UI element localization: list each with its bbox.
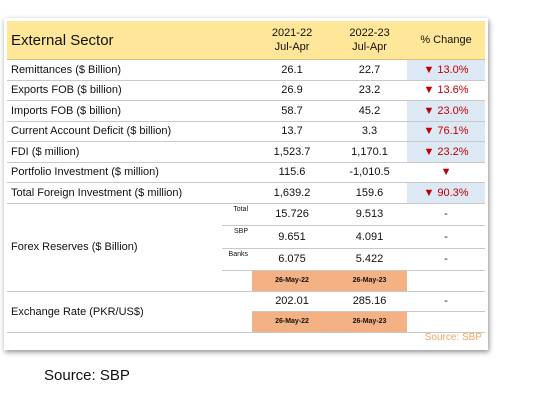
header-change: % Change	[407, 21, 486, 60]
change: ▼ 76.1%	[407, 121, 486, 142]
header-period: 2021-22 Jul-Apr	[252, 21, 333, 60]
spacer	[407, 311, 486, 333]
data-row: Portfolio Investment ($ million) 115.6 -1,…	[7, 162, 486, 183]
data-row: Imports FOB ($ billion) 58.7 45.2 ▼ 23.0%	[7, 100, 486, 122]
value-2021-22: 1,639.2	[252, 182, 333, 204]
exchange-row: Exchange Rate (PKR/US$) 202.01 285.16-	[7, 291, 486, 333]
value-2022-23: -1,010.5	[332, 162, 408, 183]
card-source: Source: SBP	[424, 332, 482, 343]
change: ▼ 13.0%	[407, 59, 486, 81]
date: 26-May-23	[332, 311, 408, 333]
date: 26-May-22	[252, 311, 333, 333]
source: Source: SBP	[44, 367, 130, 384]
value-2022-23: 4.091	[332, 225, 408, 249]
data-row: Total Foreign Investment ($ million) 1,63…	[7, 182, 486, 204]
value-2021-22: 58.7	[252, 100, 333, 122]
table-card: External Sector 2021-22 Jul-Apr 2022-23 Jul-…	[4, 18, 488, 350]
value-2021-22: 15.726	[252, 203, 333, 226]
table: External Sector 2021-22 Jul-Apr 2022-23 Jul-…	[7, 21, 486, 333]
row-label: Current Account Deficit ($ billion)	[7, 121, 253, 142]
exchange-label: Exchange Rate (PKR/US$)	[7, 291, 253, 333]
value-2022-23: 9.513	[332, 203, 408, 226]
spacer	[407, 270, 486, 292]
header-period: 2022-23 Jul-Apr	[332, 21, 408, 60]
value-2022-23: 45.2	[332, 100, 408, 122]
forex-row: SBP 9.651 4.091-	[7, 225, 486, 249]
row-label: FDI ($ million)	[7, 141, 253, 163]
change: -	[407, 225, 486, 249]
forex-row: Forex Reserves ($ Billion) Total 15.726 9.5…	[7, 203, 486, 292]
forex-sub-label: SBP	[222, 225, 253, 249]
row-label: Remittances ($ Billion)	[7, 59, 253, 81]
row-label: Portfolio Investment ($ million)	[7, 162, 253, 183]
value-2021-22: 1,523.7	[252, 141, 333, 163]
value-2021-22: 26.9	[252, 80, 333, 101]
change: -	[407, 203, 486, 226]
change: -	[407, 248, 486, 271]
data-row: Current Account Deficit ($ billion) 13.7 3…	[7, 121, 486, 142]
change: ▼ 23.2%	[407, 141, 486, 163]
header-row: External Sector 2021-22 Jul-Apr 2022-23 Jul-…	[7, 21, 486, 60]
row-label: Total Foreign Investment ($ million)	[7, 182, 253, 204]
value-2021-22: 6.075	[252, 248, 333, 271]
value-2022-23: 3.3	[332, 121, 408, 142]
value-2022-23: 23.2	[332, 80, 408, 101]
change: ▼ 23.0%	[407, 100, 486, 122]
value-2022-23: 285.16	[332, 291, 408, 312]
value-2021-22: 13.7	[252, 121, 333, 142]
forex-sub-label: Total	[222, 203, 253, 226]
data-row: Exports FOB ($ billion) 26.9 23.2 ▼ 13.6%	[7, 80, 486, 101]
value-2022-23: 1,170.1	[332, 141, 408, 163]
exchange-date-row: 26-May-22 26-May-23	[7, 311, 486, 333]
header-period-line: Jul-Apr	[352, 41, 387, 53]
row-label: Exports FOB ($ billion)	[7, 80, 253, 101]
date: 26-May-22	[252, 270, 333, 292]
forex-label: Forex Reserves ($ Billion)	[7, 203, 222, 292]
header-period-line: 2022-23	[349, 27, 390, 39]
value-2022-23: 5.422	[332, 248, 408, 271]
forex-date-row: 26-May-22 26-May-23	[7, 270, 486, 292]
value-2022-23: 22.7	[332, 59, 408, 81]
header-title: External Sector	[7, 21, 253, 60]
change: ▼ 13.6%	[407, 80, 486, 101]
header-period-line: Jul-Apr	[274, 41, 310, 53]
change: -	[407, 291, 486, 312]
value-2021-22: 9.651	[252, 225, 333, 249]
header-period-line: 2021-22	[271, 27, 313, 39]
change: ▼ 90.3%	[407, 182, 486, 204]
value-2021-22: 115.6	[252, 162, 333, 183]
row-label: Imports FOB ($ billion)	[7, 100, 253, 122]
change: ▼	[407, 162, 486, 183]
table-body: External Sector 2021-22 Jul-Apr 2022-23 Jul-…	[7, 21, 486, 333]
forex-sub-label: Banks	[222, 248, 253, 271]
data-row: Remittances ($ Billion) 26.1 22.7 ▼ 13.0%	[7, 59, 486, 81]
date: 26-May-23	[332, 270, 408, 292]
value-2021-22: 26.1	[252, 59, 333, 81]
data-row: FDI ($ million) 1,523.7 1,170.1 ▼ 23.2%	[7, 141, 486, 163]
value-2021-22: 202.01	[252, 291, 333, 312]
spacer	[222, 270, 253, 292]
value-2022-23: 159.6	[332, 182, 408, 204]
forex-row: Banks 6.075 5.422-	[7, 248, 486, 271]
